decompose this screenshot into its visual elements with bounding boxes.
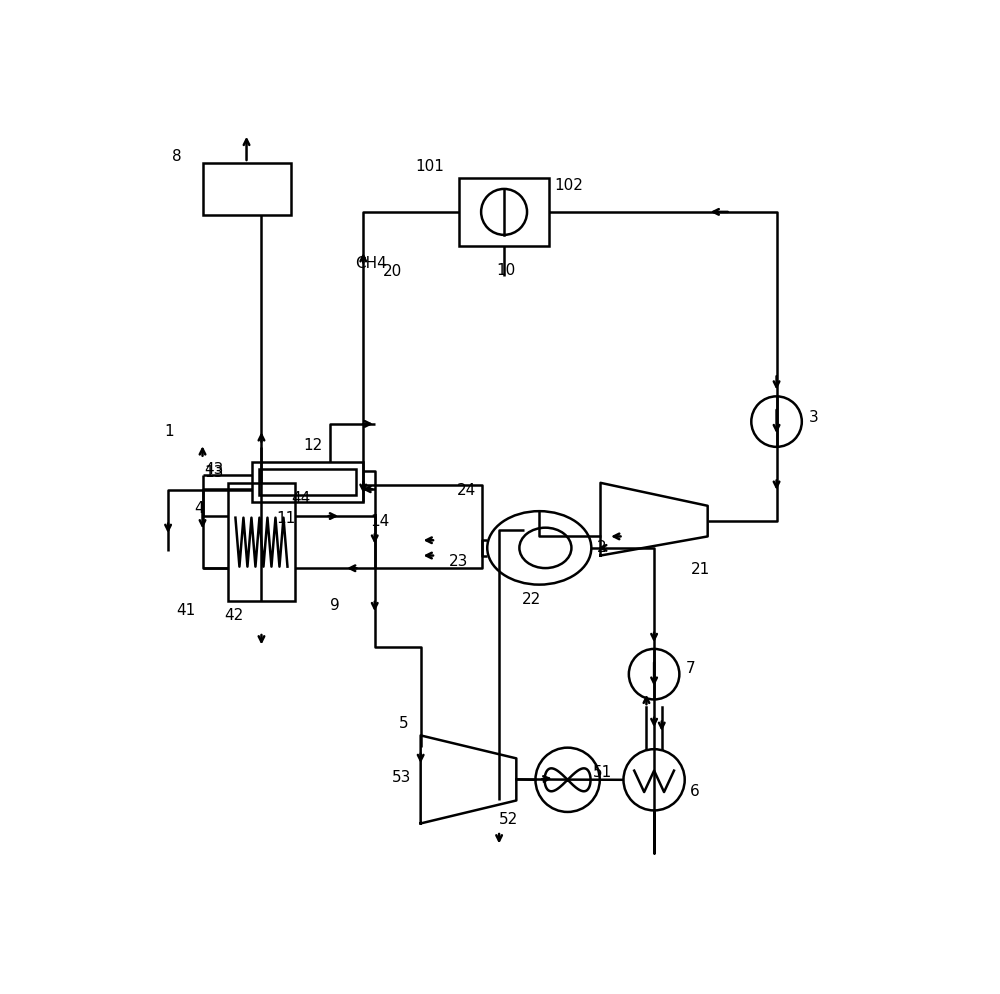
Text: 12: 12 bbox=[304, 437, 323, 453]
Polygon shape bbox=[601, 483, 708, 556]
Text: 3: 3 bbox=[808, 411, 818, 425]
Text: 41: 41 bbox=[176, 603, 195, 618]
Text: CH4: CH4 bbox=[355, 256, 387, 271]
Text: 8: 8 bbox=[172, 149, 182, 164]
Text: 14: 14 bbox=[370, 514, 390, 529]
Text: 1: 1 bbox=[165, 424, 174, 439]
Text: 6: 6 bbox=[690, 784, 700, 799]
Text: 42: 42 bbox=[224, 607, 244, 623]
Bar bbox=[259, 469, 356, 495]
Text: 52: 52 bbox=[499, 812, 518, 827]
Text: 11: 11 bbox=[276, 511, 295, 526]
Polygon shape bbox=[421, 736, 516, 823]
Text: 10: 10 bbox=[496, 262, 515, 277]
Text: 4: 4 bbox=[194, 501, 204, 517]
Text: 21: 21 bbox=[690, 562, 710, 577]
Text: 7: 7 bbox=[686, 661, 696, 676]
Bar bbox=[252, 462, 363, 502]
Text: 13: 13 bbox=[204, 464, 224, 480]
Text: 53: 53 bbox=[392, 770, 411, 785]
Bar bbox=[228, 483, 295, 601]
Text: 43: 43 bbox=[204, 461, 224, 476]
Text: 5: 5 bbox=[399, 717, 409, 732]
Text: 101: 101 bbox=[415, 159, 444, 174]
Bar bbox=[203, 163, 291, 215]
Bar bbox=[459, 178, 549, 246]
Text: 22: 22 bbox=[522, 592, 541, 607]
Text: 24: 24 bbox=[457, 483, 476, 498]
Text: 51: 51 bbox=[592, 764, 612, 779]
Text: 102: 102 bbox=[554, 178, 583, 194]
Text: 9: 9 bbox=[330, 597, 340, 612]
Text: 2: 2 bbox=[597, 541, 607, 556]
Text: 44: 44 bbox=[292, 491, 311, 506]
Text: 23: 23 bbox=[449, 555, 469, 570]
Text: 20: 20 bbox=[383, 264, 402, 279]
